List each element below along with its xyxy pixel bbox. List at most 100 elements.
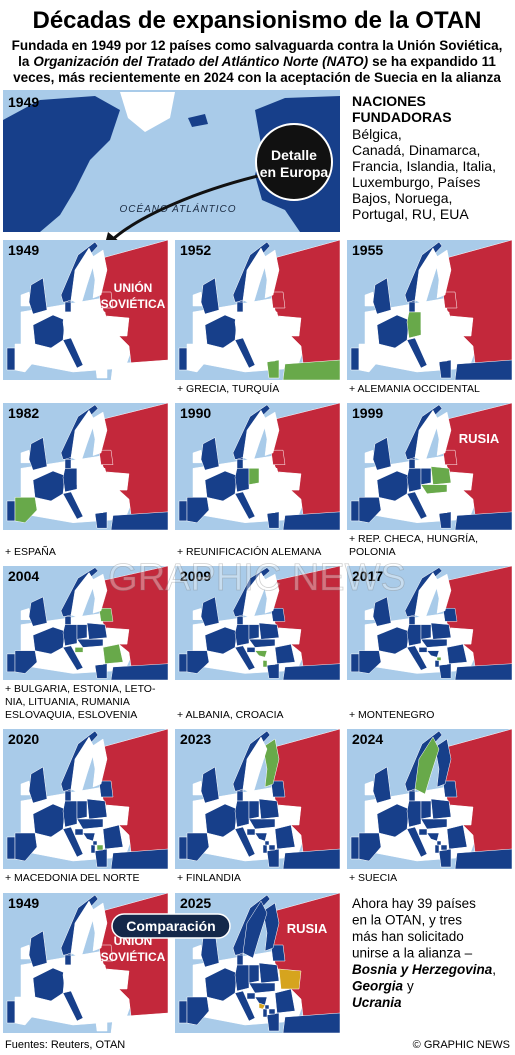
note-line: Ahora hay 39 países — [352, 896, 476, 911]
map-panel: 1982 — [3, 402, 169, 531]
country-mn — [92, 840, 98, 846]
country-ireland — [192, 608, 203, 620]
map-panel: 2020 — [3, 728, 169, 870]
year-label: 1949 — [8, 242, 39, 258]
region-label: SOVIÉTICA — [101, 296, 166, 311]
region-label: RUSIA — [287, 921, 328, 936]
country-sw — [414, 572, 440, 620]
caption: + MACEDONIA DEL NORTE — [5, 872, 140, 884]
map-shapes — [6, 728, 169, 870]
country-mn — [264, 1004, 270, 1010]
country-wg — [62, 964, 78, 992]
country-eg — [248, 800, 260, 820]
note-line: en la OTAN, y tres — [352, 913, 462, 928]
caption: + ESPAÑA — [5, 545, 56, 558]
comparison-pill — [111, 913, 231, 939]
country-fi — [90, 738, 108, 788]
country-ireland — [364, 291, 375, 307]
note-line: más han solicitado — [352, 929, 464, 944]
country-ib — [14, 497, 38, 523]
country-ea — [74, 988, 124, 1014]
title: Décadas de expansionismo de la OTAN — [32, 7, 481, 34]
country-ba — [270, 780, 286, 798]
map-shapes — [178, 402, 341, 531]
country-ce — [420, 309, 452, 341]
country-ce — [248, 466, 280, 494]
country-sw — [70, 900, 96, 959]
country-ua — [106, 471, 130, 491]
country-ce — [76, 962, 108, 994]
country-wg — [234, 311, 250, 339]
country-gt — [438, 511, 513, 531]
country-uk — [28, 596, 48, 627]
country-ireland — [20, 449, 31, 464]
country-mn — [92, 1004, 98, 1010]
country-ea — [74, 335, 124, 361]
country-ba — [98, 608, 114, 622]
region-label: SOVIÉTICA — [101, 949, 166, 964]
country-ba — [270, 291, 286, 309]
country-ba — [442, 449, 458, 465]
country-ea — [246, 643, 296, 664]
country-ce — [420, 466, 452, 494]
country-ib — [358, 650, 382, 674]
country-sw — [414, 736, 440, 795]
year-label: 1949 — [8, 895, 39, 911]
country-ba — [98, 780, 114, 798]
country-fi — [90, 411, 108, 456]
comparison-label: Comparación — [126, 918, 215, 934]
country-uk — [372, 596, 392, 627]
country-mk — [440, 355, 448, 362]
country-ba — [270, 944, 286, 962]
country-gt — [94, 1012, 169, 1034]
country-uk — [28, 766, 48, 804]
subtitle-text: la — [18, 54, 30, 69]
map-panel: 1990 — [175, 402, 341, 531]
country-wg — [406, 624, 422, 647]
country-mn — [436, 351, 442, 357]
country-mn — [436, 656, 442, 661]
country-sw — [70, 247, 96, 306]
country-ua — [450, 627, 474, 645]
map-panel: 2025 RUSIA — [175, 892, 341, 1034]
country-sw — [70, 736, 96, 795]
country-mn — [264, 351, 270, 357]
country-sw — [242, 900, 268, 959]
caption: + REP. CHECA, HUNGRÍA, — [349, 532, 478, 545]
map-panel: 1955 — [347, 239, 513, 381]
country-ua — [450, 315, 474, 337]
country-mk — [96, 508, 104, 513]
country-ce — [76, 466, 108, 494]
founders-line: Luxemburgo, Países — [352, 174, 480, 190]
ocean-label: OCÉANO ATLÁNTICO — [119, 202, 236, 215]
country-sw — [414, 409, 440, 463]
country-eg — [248, 964, 260, 984]
country-fi — [262, 902, 280, 952]
note-country: Georgia — [352, 979, 404, 994]
note-joiner: , — [492, 962, 496, 977]
country-ireland — [20, 608, 31, 620]
year-label: 1982 — [8, 405, 39, 421]
subtitle-line: Fundada en 1949 por 12 países como salva… — [12, 38, 503, 53]
country-ba — [98, 944, 114, 962]
country-ce — [248, 798, 280, 830]
caption: + ALEMANIA OCCIDENTAL — [349, 383, 480, 395]
country-ba — [442, 780, 458, 798]
country-ea — [74, 489, 124, 513]
watermark: GRAPHIC NEWS — [108, 557, 406, 599]
country-ireland — [192, 944, 203, 960]
country-eg — [76, 624, 88, 640]
country-eg — [76, 800, 88, 820]
country-eg — [76, 311, 88, 331]
callout-text: en Europa — [260, 164, 329, 180]
country-eg — [420, 800, 432, 820]
year-label: 2023 — [180, 731, 211, 747]
caption: NIA, LITUANIA, RUMANIA — [5, 696, 130, 708]
note-line: unirse a la alianza – — [352, 946, 473, 961]
country-gt — [266, 848, 341, 870]
country-mk — [268, 1008, 276, 1015]
country-mn — [436, 840, 442, 846]
country-mk — [96, 355, 104, 362]
country-gt — [438, 848, 513, 870]
